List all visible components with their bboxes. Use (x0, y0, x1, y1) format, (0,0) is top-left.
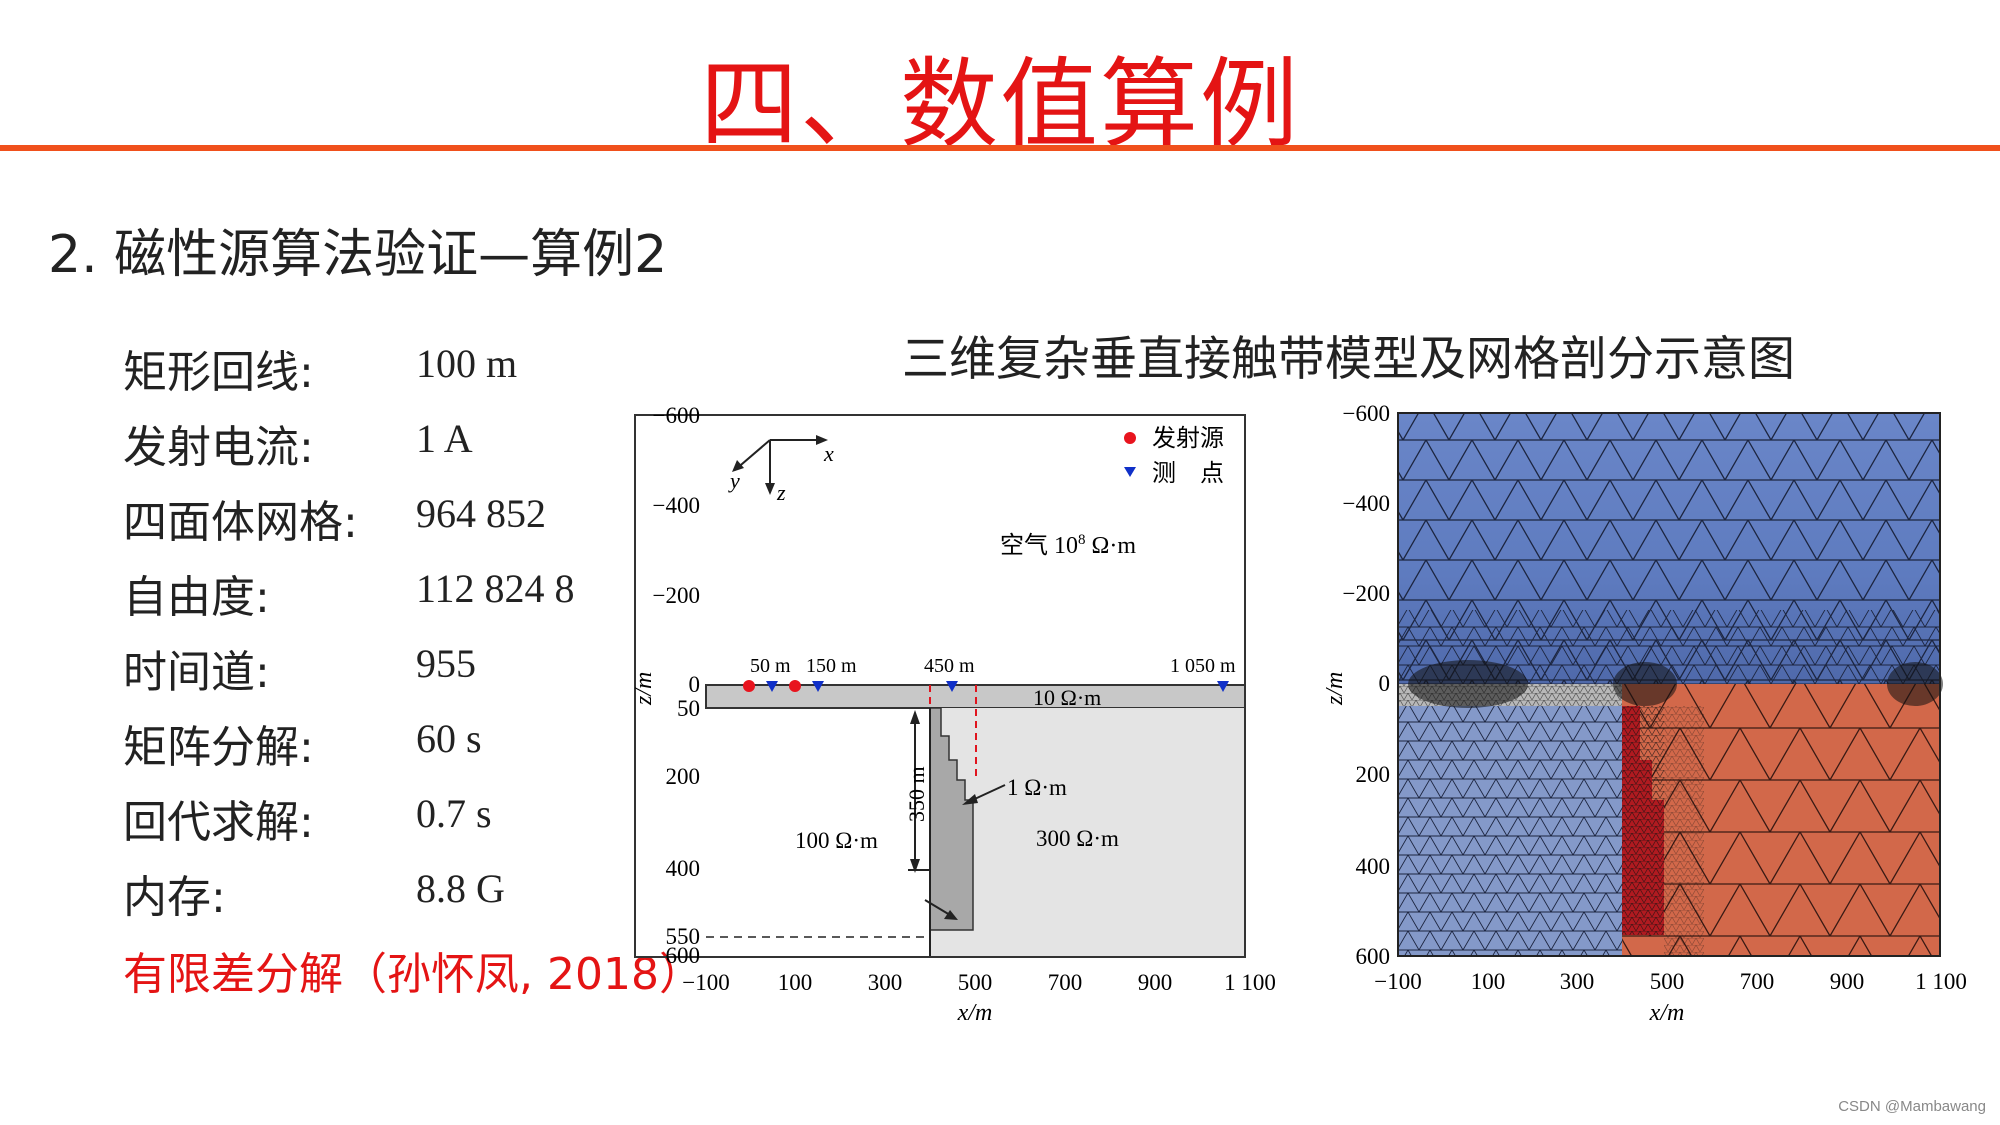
x-tick-label: −100 (682, 970, 729, 995)
x-tick-label: −100 (1374, 969, 1421, 994)
watermark: CSDN @Mambawang (1838, 1098, 1986, 1115)
x-tick-label: 1 100 (1915, 969, 1967, 994)
mesh-y-axis-label: z/m (1322, 672, 1348, 706)
mesh-refinement-cluster (1887, 662, 1943, 706)
y-tick-label: 200 (666, 764, 701, 789)
param-label-current: 发射电流: (123, 422, 314, 473)
mesh-refinement-cluster (1613, 662, 1677, 706)
param-value-current: 1 A (416, 416, 473, 461)
model-y-ticks: −600 −400 −200 0 50 200 400 550 600 (653, 403, 700, 968)
x-tick-label: 100 (1471, 969, 1506, 994)
x-tick-label: 700 (1048, 970, 1083, 995)
x-tick-label: 700 (1740, 969, 1775, 994)
x-tick-label: 500 (1650, 969, 1685, 994)
station-label: 1 050 m (1170, 655, 1236, 677)
x-tick-label: 900 (1830, 969, 1865, 994)
station-marker (1217, 681, 1229, 692)
y-tick-label: 400 (1356, 854, 1391, 879)
y-tick-label: −200 (653, 583, 700, 608)
model-y-axis-label: z/m (631, 672, 657, 706)
y-tick-label: −400 (1343, 491, 1390, 516)
param-value-mesh: 964 852 (416, 491, 546, 536)
legend-source-label: 发射源 (1152, 425, 1224, 452)
station-marker (766, 681, 778, 692)
figure-title: 三维复杂垂直接触带模型及网格剖分示意图 (902, 332, 1795, 387)
axis-glyph-y: y (728, 468, 740, 493)
station-marker (812, 681, 824, 692)
source-marker (743, 680, 755, 692)
y-tick-label: 400 (666, 856, 701, 881)
y-tick-label: −600 (653, 403, 700, 428)
param-label-dof: 自由度: (123, 572, 270, 623)
right-ground-label: 300 Ω·m (1036, 826, 1119, 851)
y-tick-label: 0 (689, 672, 701, 697)
y-tick-label: 550 (666, 924, 701, 949)
param-value-dof: 112 824 8 (416, 566, 575, 611)
y-tick-label: 200 (1356, 762, 1391, 787)
model-x-axis-label: x/m (957, 1000, 993, 1026)
x-tick-label: 100 (778, 970, 813, 995)
citation: 有限差分解（孙怀凤, 2018） (123, 949, 703, 1000)
param-label-memory: 内存: (123, 872, 226, 923)
legend-station-marker (1124, 467, 1136, 477)
mesh-y-ticks: −600 −400 −200 0 200 400 600 (1343, 401, 1390, 969)
station-label: 50 m (750, 655, 791, 677)
left-ground-label: 100 Ω·m (795, 828, 878, 853)
x-tick-label: 500 (958, 970, 993, 995)
y-tick-label: 0 (1379, 671, 1391, 696)
slide-title: 四、数值算例 (699, 48, 1300, 162)
axis-glyph-x: x (823, 441, 834, 466)
param-label-factorization: 矩阵分解: (123, 722, 314, 773)
y-tick-label: −400 (653, 493, 700, 518)
y-tick-label: 600 (1356, 944, 1391, 969)
air-region (706, 415, 1245, 685)
model-frame (634, 414, 1246, 958)
x-tick-label: 300 (868, 970, 903, 995)
station-label: 150 m (806, 655, 857, 677)
mesh-refinement-cluster (1408, 660, 1528, 708)
param-label-mesh: 四面体网格: (123, 497, 358, 548)
layer-label: 10 Ω·m (1033, 685, 1101, 710)
axis-glyph-z: z (776, 480, 786, 505)
anomaly-label: 1 Ω·m (1007, 775, 1067, 800)
y-tick-label: 600 (666, 943, 701, 968)
mesh-x-ticks: −100 100 300 500 700 900 1 100 (1374, 969, 1967, 994)
param-label-loop: 矩形回线: (123, 347, 314, 398)
source-marker (789, 680, 801, 692)
y-tick-label: −200 (1343, 581, 1390, 606)
param-value-memory: 8.8 G (416, 866, 505, 911)
x-tick-label: 1 100 (1224, 970, 1276, 995)
station-marker (946, 681, 958, 692)
y-tick-label: 50 (677, 696, 700, 721)
right-ground-region (930, 708, 1245, 957)
model-x-ticks: −100 100 300 500 700 900 1 100 (682, 970, 1276, 995)
air-label: 空气 108 Ω·m (1000, 532, 1136, 559)
legend-station-label: 测 点 (1152, 460, 1224, 487)
param-label-back-substitution: 回代求解: (123, 797, 314, 848)
depth-dimension-label: 350 m (904, 766, 929, 822)
param-value-factorization: 60 s (416, 716, 482, 761)
param-value-time-channels: 955 (416, 641, 476, 686)
mesh-x-axis-label: x/m (1649, 1000, 1685, 1026)
legend-source-marker (1124, 432, 1136, 444)
x-tick-label: 900 (1138, 970, 1173, 995)
station-label: 450 m (924, 655, 975, 677)
title-rule (0, 145, 2000, 151)
y-tick-label: −600 (1343, 401, 1390, 426)
param-label-time-channels: 时间道: (123, 647, 270, 698)
param-value-back-substitution: 0.7 s (416, 791, 492, 836)
mesh-frame (1397, 412, 1941, 957)
x-tick-label: 300 (1560, 969, 1595, 994)
param-value-loop: 100 m (416, 341, 518, 386)
section-heading: 2. 磁性源算法验证—算例2 (48, 225, 668, 285)
